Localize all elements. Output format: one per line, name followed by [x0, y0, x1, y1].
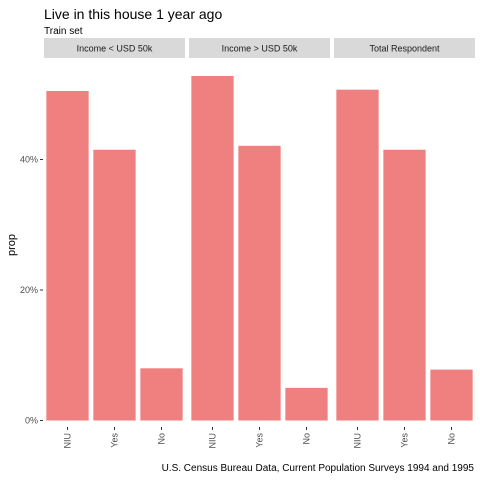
bar	[93, 149, 136, 421]
panel: Total Respondent NIU Yes No	[334, 38, 475, 449]
bar	[336, 89, 379, 421]
x-tick-label: No	[447, 433, 457, 445]
y-axis: 0% 20% 40%	[20, 155, 43, 426]
x-tick-label: Yes	[255, 433, 265, 448]
panel: Income > USD 50k NIU Yes No	[189, 38, 330, 449]
x-tick-label: NIU	[63, 433, 73, 449]
facet-strip	[44, 38, 185, 58]
x-tick-label: Yes	[110, 433, 120, 448]
bar	[285, 387, 328, 421]
bar	[140, 368, 183, 421]
facet-strip	[189, 38, 330, 58]
facet-strip-label: Total Respondent	[369, 44, 440, 54]
x-tick-label: Yes	[400, 433, 410, 448]
bar	[46, 90, 89, 421]
bar	[430, 369, 473, 421]
bar	[238, 145, 281, 421]
bar	[191, 75, 234, 421]
facet-strip	[334, 38, 475, 58]
chart-title: Live in this house 1 year ago	[44, 6, 222, 22]
y-tick-label: 20%	[20, 285, 38, 295]
y-axis-title: prop	[6, 234, 18, 256]
chart-subtitle: Train set	[44, 26, 83, 37]
x-tick-label: NIU	[208, 433, 218, 449]
facet-strip-label: Income < USD 50k	[77, 44, 153, 54]
chart-caption: U.S. Census Bureau Data, Current Populat…	[162, 463, 475, 474]
x-tick-label: NIU	[353, 433, 363, 449]
y-tick-label: 0%	[25, 416, 38, 426]
y-tick-label: 40%	[20, 155, 38, 165]
x-tick-label: No	[157, 433, 167, 445]
x-tick-label: No	[302, 433, 312, 445]
bar	[383, 149, 426, 421]
panel: Income < USD 50k NIU Yes No	[44, 38, 185, 449]
facet-strip-label: Income > USD 50k	[222, 44, 298, 54]
